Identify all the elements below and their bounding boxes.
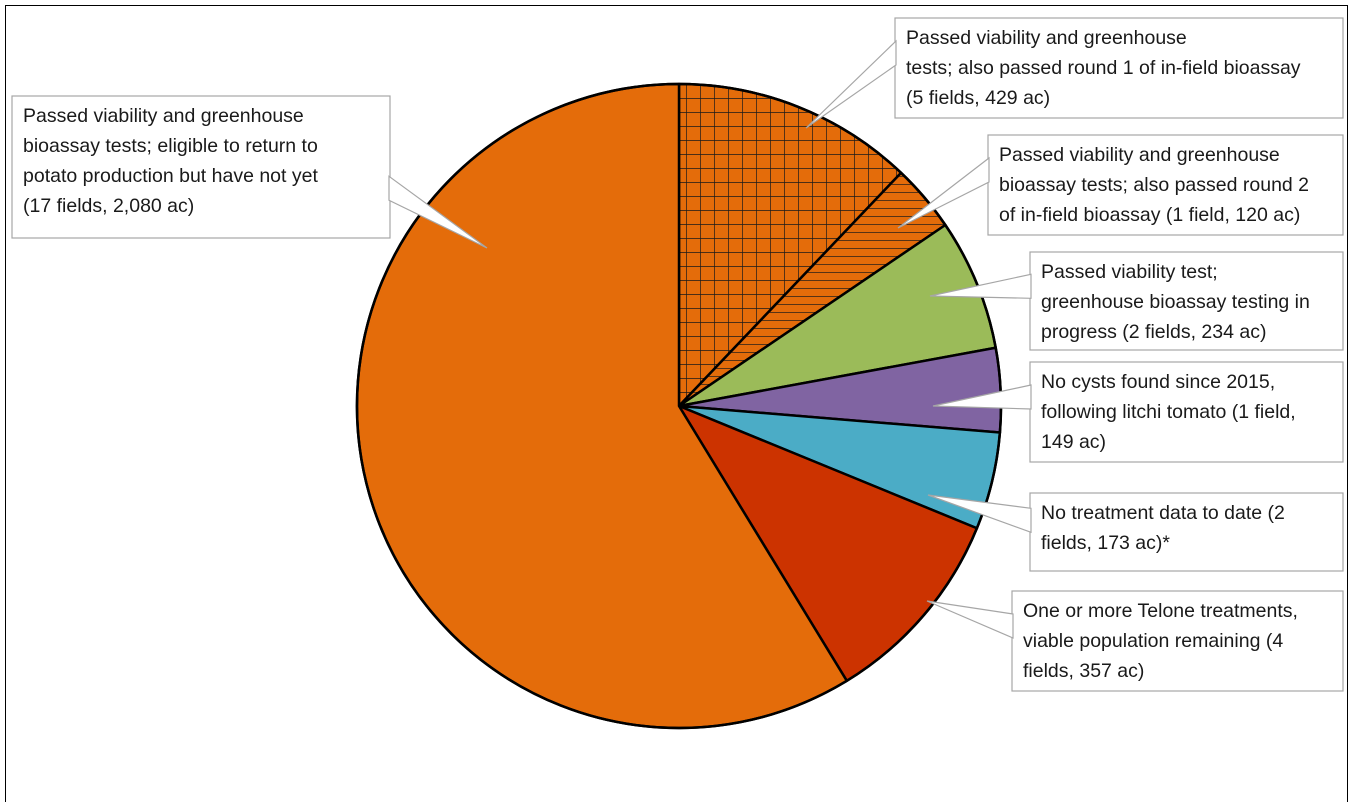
slice-label-line: progress (2 fields, 234 ac) (1041, 321, 1266, 343)
callout-pointer (932, 384, 1032, 410)
callout-pointer (805, 39, 897, 129)
slice-label-line: viable population remaining (4 (1023, 630, 1283, 652)
callout-6: One or more Telone treatments, viable pop… (926, 590, 1344, 692)
callout-pointer (388, 175, 488, 249)
callout-box (1029, 251, 1344, 351)
slice-label-line: Passed viability test; (1041, 261, 1218, 283)
callout-1: Passed viability and greenhouse tests; al… (805, 17, 1344, 129)
slice-label-line: bioassay tests; eligible to return to (23, 135, 318, 157)
callout-3: Passed viability test; greenhouse bioassa… (929, 251, 1344, 351)
callout-pointer (929, 273, 1032, 299)
callout-5: No treatment data to date (2 fields, 173 … (927, 492, 1344, 572)
slice-label-line: Passed viability and greenhouse (906, 27, 1187, 49)
slice-label-line: Passed viability and greenhouse (999, 144, 1280, 166)
pie-slices (355, 82, 1003, 730)
slice-callouts: Passed viability and greenhouse tests; al… (11, 17, 1344, 692)
callout-pointer (926, 600, 1014, 639)
slice-label-line: following litchi tomato (1 field, (1041, 401, 1296, 423)
slice-label-line: greenhouse bioassay testing in (1041, 291, 1310, 313)
callout-box (987, 134, 1344, 236)
callout-7: Passed viability and greenhouse bioassay … (11, 95, 488, 249)
slice-label-line: (5 fields, 429 ac) (906, 87, 1050, 109)
slice-label-line: potato production but have not yet (23, 165, 318, 187)
slice-label-line: One or more Telone treatments, (1023, 600, 1298, 622)
slice-label-line: Passed viability and greenhouse (23, 105, 304, 127)
callout-box (1029, 361, 1344, 463)
slice-label-line: No cysts found since 2015, (1041, 371, 1275, 393)
slice-label-line: bioassay tests; also passed round 2 (999, 174, 1309, 196)
callout-pointer (897, 156, 990, 229)
callout-4: No cysts found since 2015, following litc… (932, 361, 1344, 463)
callout-box (894, 17, 1344, 119)
callout-2: Passed viability and greenhouse bioassay … (897, 134, 1344, 236)
slice-label-line: tests; also passed round 1 of in-field b… (906, 57, 1301, 79)
slice-label-line: 149 ac) (1041, 431, 1106, 453)
slice-label-line: No treatment data to date (2 (1041, 502, 1285, 524)
slice-label-line: of in-field bioassay (1 field, 120 ac) (999, 204, 1300, 226)
slice-label-line: fields, 357 ac) (1023, 660, 1144, 682)
callout-box (11, 95, 391, 239)
callout-pointer (927, 494, 1032, 534)
slice-label-line: fields, 173 ac)* (1041, 532, 1170, 554)
callout-box (1011, 590, 1344, 692)
slice-label-line: (17 fields, 2,080 ac) (23, 195, 194, 217)
